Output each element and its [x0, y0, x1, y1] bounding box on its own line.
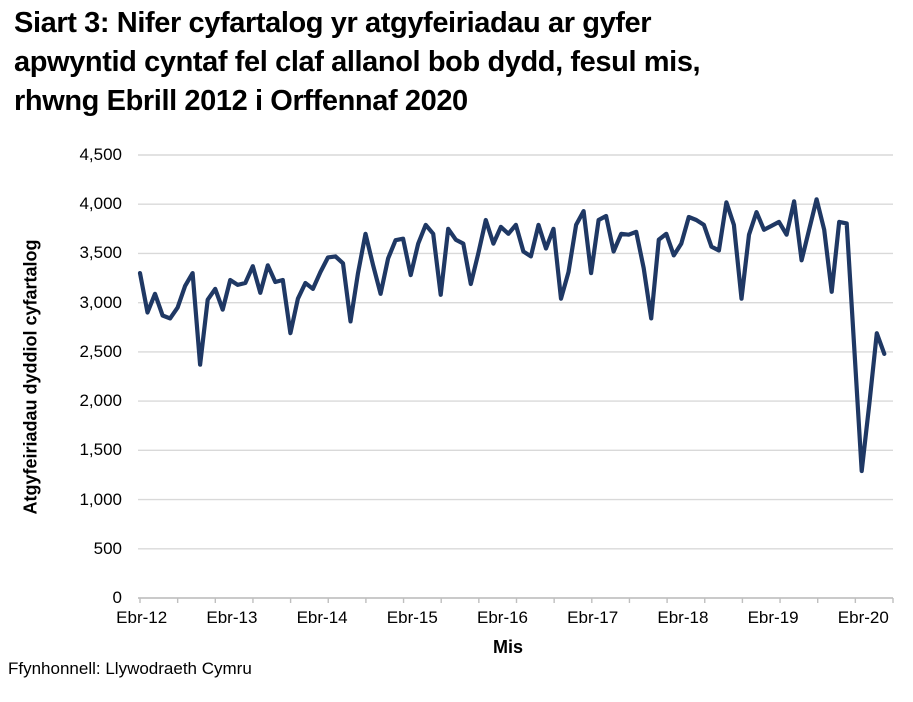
- y-tick-label: 3,000: [79, 292, 122, 312]
- y-tick-label: 1,000: [79, 489, 122, 509]
- x-tick-label: Ebr-14: [296, 608, 348, 627]
- y-tick-label: 3,500: [79, 243, 122, 263]
- chart-title-line-3: rhwng Ebrill 2012 i Orffennaf 2020: [14, 85, 468, 117]
- y-tick-label: 2,500: [79, 341, 122, 361]
- y-tick-label: 500: [93, 538, 122, 558]
- x-tick-label: Ebr-19: [747, 608, 799, 627]
- y-tick-label: 4,000: [79, 194, 122, 214]
- x-tick-label: Ebr-15: [386, 608, 438, 627]
- gridlines: [138, 154, 893, 599]
- x-axis-line: [138, 597, 894, 603]
- x-tick-label: Ebr-18: [657, 608, 709, 627]
- y-tick-label: 4,500: [79, 145, 122, 164]
- x-tick-label: Ebr-17: [567, 608, 619, 627]
- x-axis-title: Mis: [492, 637, 524, 657]
- x-tick-label: Ebr-13: [206, 608, 258, 627]
- y-tick-label: 2,000: [79, 391, 122, 411]
- y-tick-label: 1,500: [79, 440, 122, 460]
- data-line-series: [137, 197, 887, 474]
- source-note: Ffynhonnell: Llywodraeth Cymru: [8, 659, 252, 678]
- chart-title-line-2: apwyntid cyntaf fel claf allanol bob dyd…: [14, 46, 701, 78]
- chart-title: Siart 3: Nifer cyfartalog yr atgyfeiriad…: [14, 4, 904, 121]
- y-tick-label: 0: [112, 588, 122, 607]
- x-tick-label: Ebr-16: [476, 608, 529, 627]
- chart-title-line-1: Siart 3: Nifer cyfartalog yr atgyfeiriad…: [14, 7, 652, 39]
- x-tick-label: Ebr-20: [837, 608, 889, 627]
- x-tick-label: Ebr-12: [116, 608, 168, 627]
- referrals-line: [137, 197, 887, 474]
